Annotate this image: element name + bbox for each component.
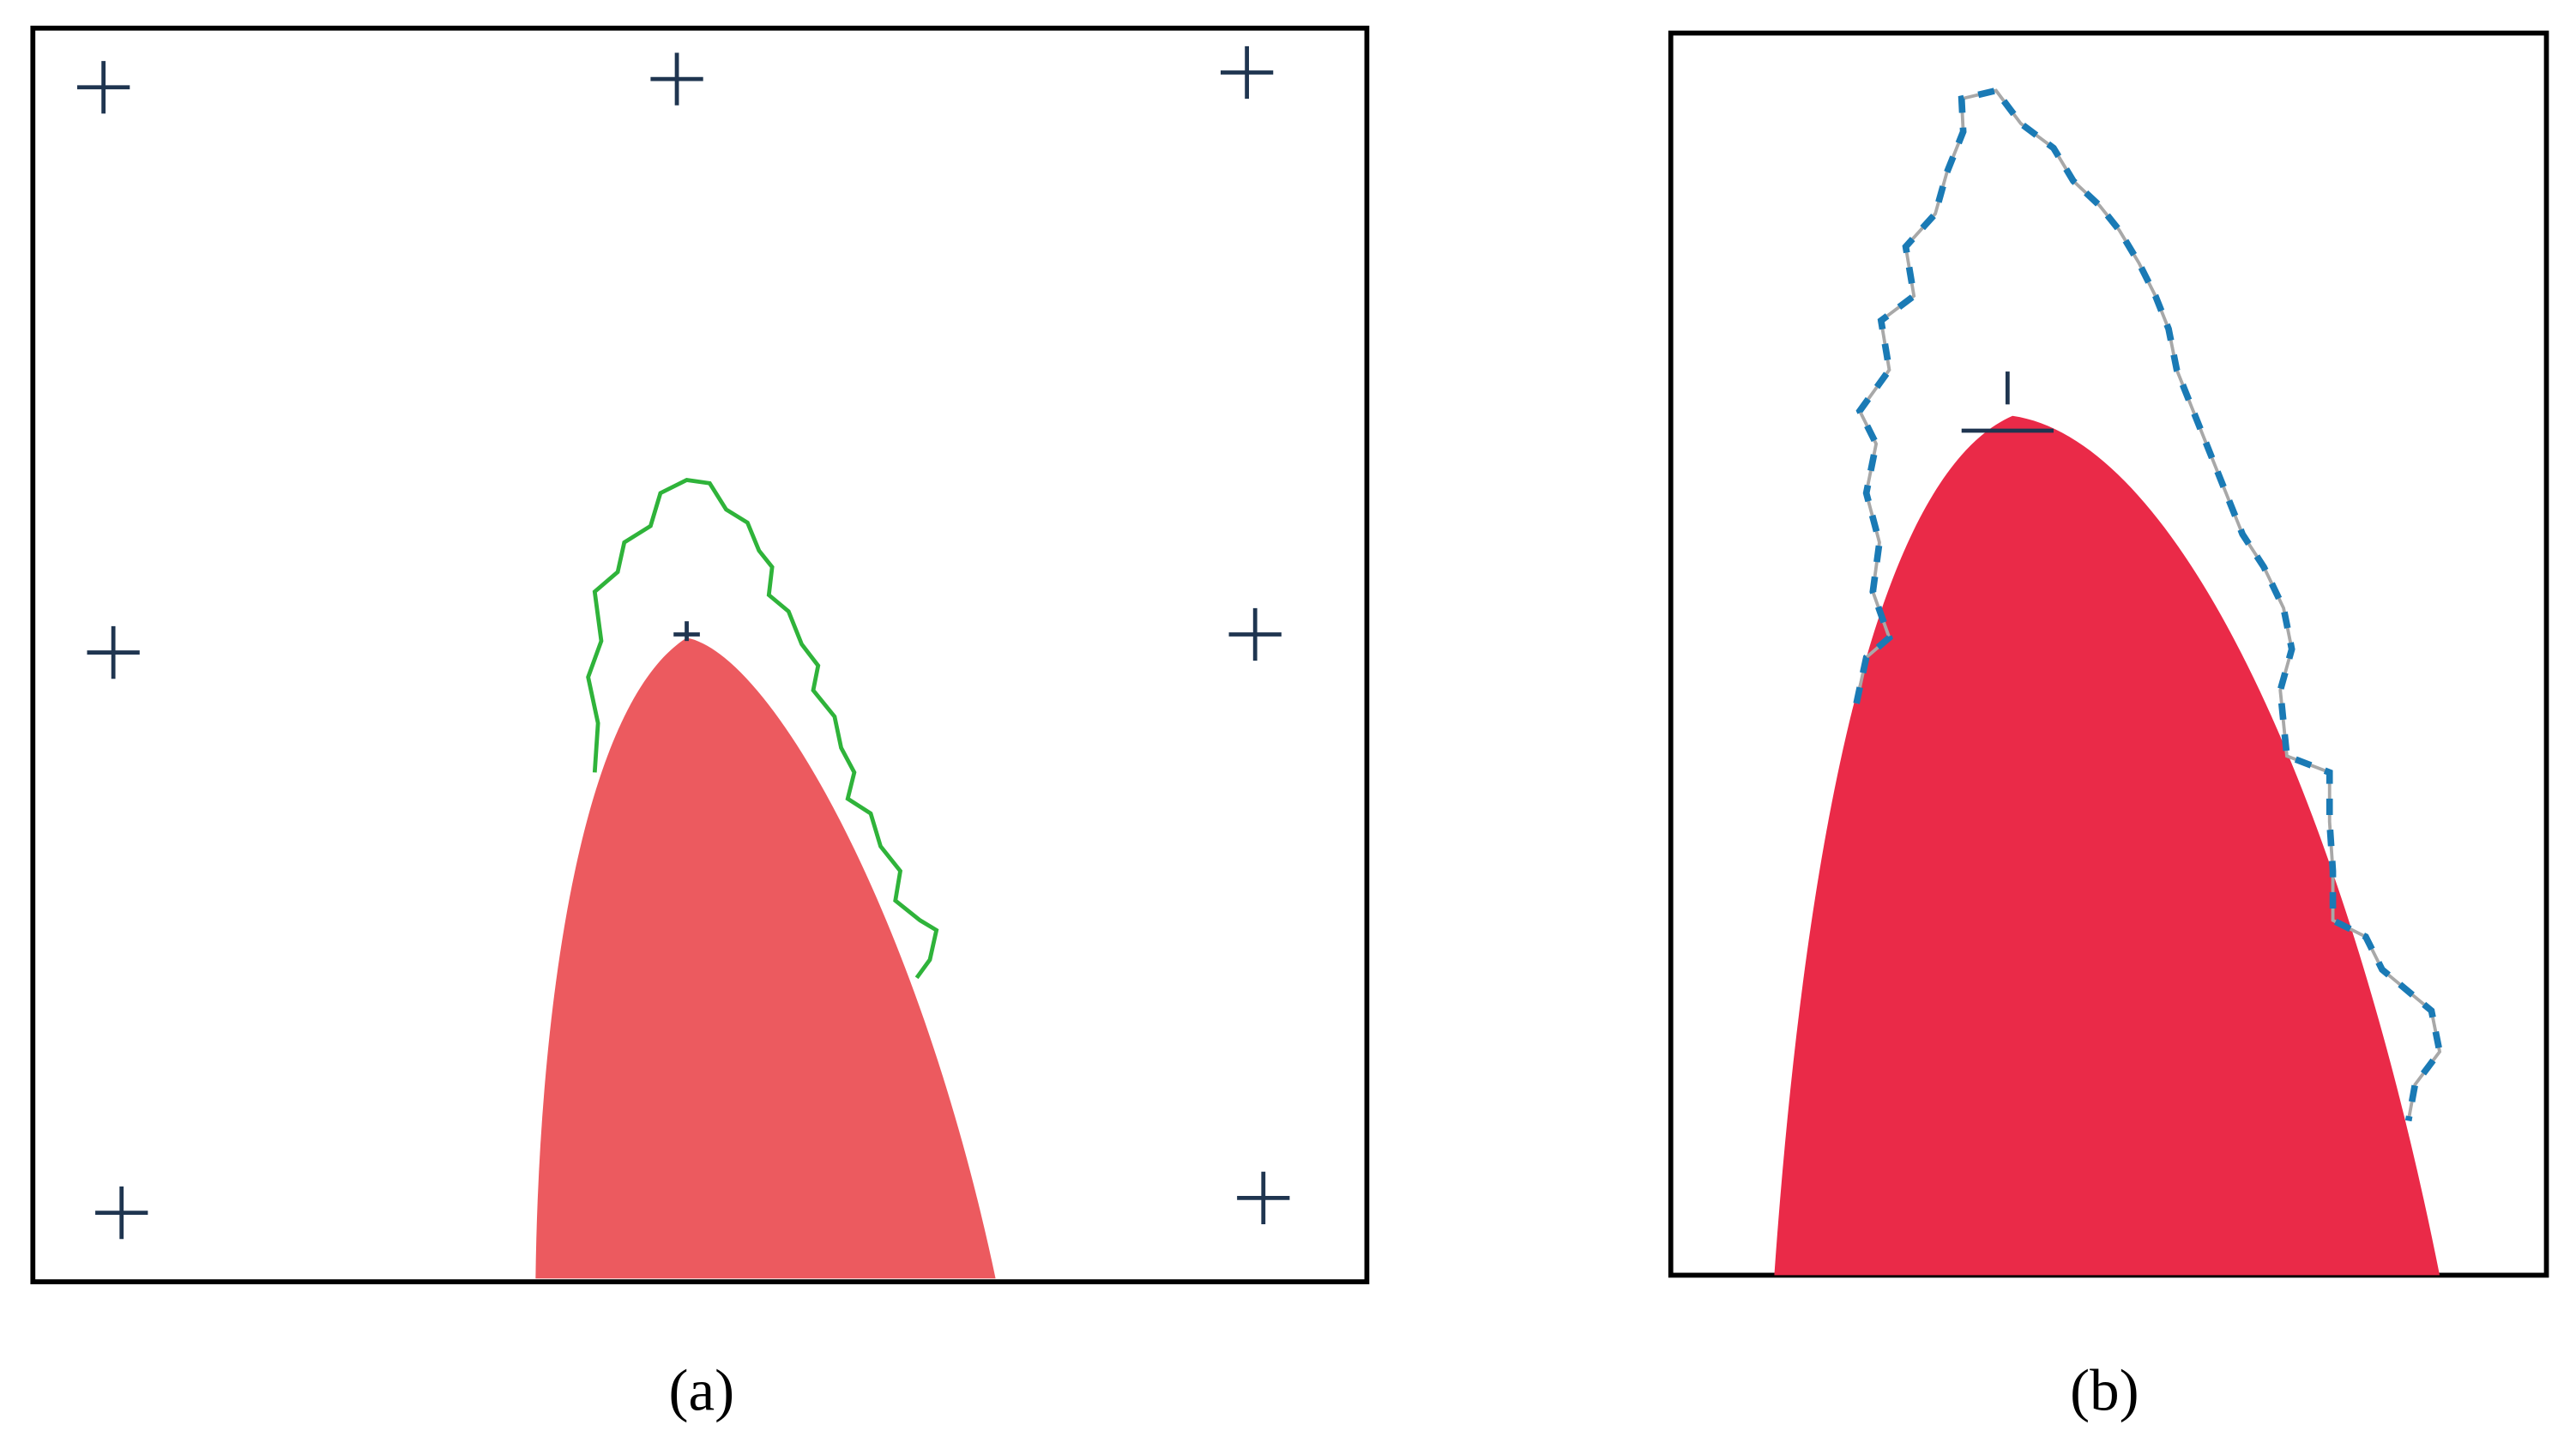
outline-base [1855, 88, 2442, 1121]
green-outline [586, 477, 939, 980]
panel-a: (a) [30, 25, 1370, 1422]
red-shape [1774, 415, 2440, 1276]
red-shape [535, 637, 996, 1279]
marker [1961, 371, 2054, 433]
caption: (a) [669, 1357, 735, 1422]
panel-b: (b) [1668, 30, 2549, 1422]
marker [77, 45, 1290, 1240]
caption: (b) [2070, 1357, 2139, 1422]
